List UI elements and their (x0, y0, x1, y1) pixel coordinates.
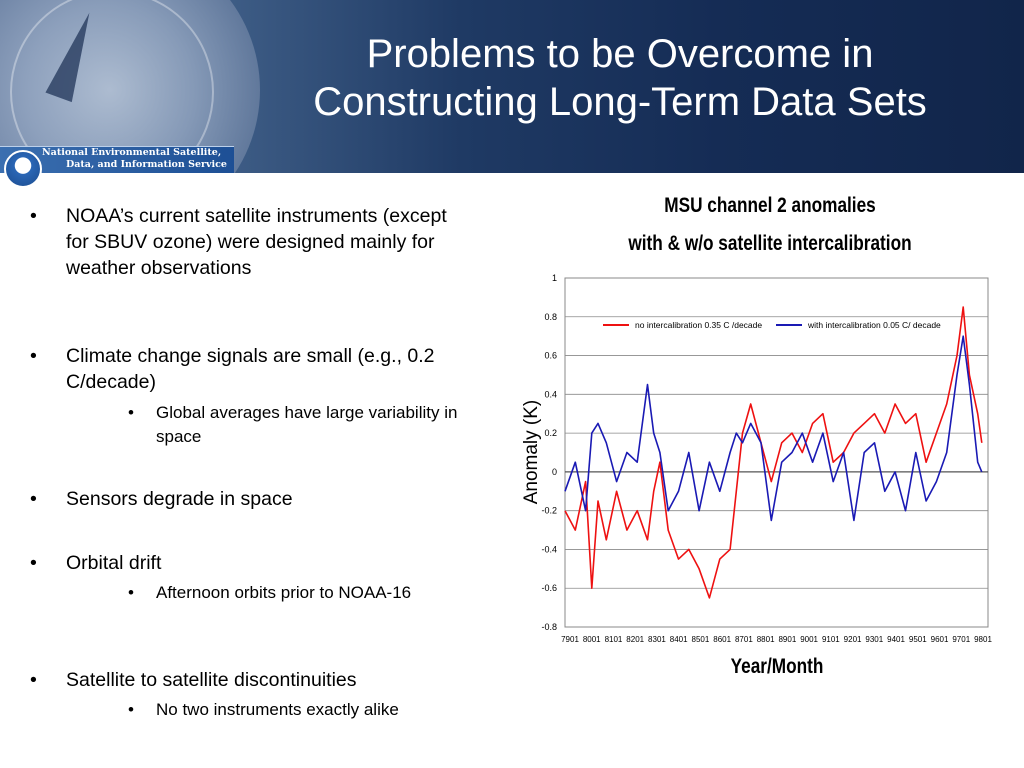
y-tick-label: 0 (552, 467, 557, 477)
bullet-item: • Sensors degrade in space (30, 486, 470, 512)
bullet-marker: • (30, 345, 37, 367)
y-tick-label: -0.6 (541, 583, 557, 593)
x-tick-label: 8101 (605, 635, 623, 644)
nesdis-name-line1: National Environmental Satellite, (42, 147, 222, 158)
bullet-marker: • (30, 205, 37, 227)
bullet-item: • Orbital drift (30, 550, 470, 576)
y-tick-label: 0.8 (544, 312, 557, 322)
y-tick-label: -0.2 (541, 506, 557, 516)
sub-bullet-item: • Afternoon orbits prior to NOAA-16 (128, 581, 478, 605)
y-tick-label: 1 (552, 273, 557, 283)
x-tick-label: 8501 (692, 635, 710, 644)
sub-bullet-item: • Global averages have large variability… (128, 401, 478, 449)
bullet-text: Orbital drift (66, 552, 162, 574)
y-tick-label: 0.6 (544, 351, 557, 361)
x-tick-label: 8601 (713, 635, 731, 644)
legend-label: no intercalibration 0.35 C /decade (635, 320, 762, 330)
bullet-text: Climate change signals are small (e.g., … (66, 345, 435, 393)
y-tick-label: 0.4 (544, 389, 557, 399)
nesdis-name-line2: Data, and Information Service (66, 159, 227, 170)
chart-subtitle: with & w/o satellite intercalibration (628, 232, 912, 255)
sub-bullet-marker: • (128, 700, 134, 719)
y-tick-label: -0.4 (541, 544, 557, 554)
noaa-logo-icon (4, 150, 42, 188)
x-tick-label: 8201 (626, 635, 644, 644)
x-tick-label: 8901 (778, 635, 796, 644)
x-tick-label: 9201 (844, 635, 862, 644)
slide-title: Problems to be Overcome in Constructing … (240, 30, 1000, 126)
sub-bullet-marker: • (128, 583, 134, 602)
x-tick-label: 8801 (757, 635, 775, 644)
sub-bullet-text: No two instruments exactly alike (156, 700, 399, 719)
x-tick-label: 7901 (561, 635, 579, 644)
bullet-text: Satellite to satellite discontinuities (66, 669, 357, 691)
legend-label: with intercalibration 0.05 C/ decade (807, 320, 941, 330)
bullet-text: NOAA’s current satellite instruments (ex… (66, 205, 447, 279)
sub-bullet-text: Global averages have large variability i… (156, 403, 458, 446)
slide-title-line1: Problems to be Overcome in (366, 32, 874, 76)
y-axis-label: Anomaly (K) (521, 400, 542, 505)
x-axis-label: Year/Month (731, 656, 824, 679)
x-tick-label: 8401 (670, 635, 688, 644)
series-line-with-intercalibration (564, 335, 983, 522)
x-tick-label: 9801 (974, 635, 992, 644)
bullet-item: • NOAA’s current satellite instruments (… (30, 203, 470, 281)
slide-title-line2: Constructing Long-Term Data Sets (313, 80, 927, 124)
x-tick-label: 9001 (800, 635, 818, 644)
bullet-text: Sensors degrade in space (66, 488, 293, 510)
bullet-marker: • (30, 488, 37, 510)
bullet-marker: • (30, 552, 37, 574)
x-tick-label: 9101 (822, 635, 840, 644)
slide-header: Problems to be Overcome in Constructing … (0, 0, 1024, 173)
bullet-item: • Climate change signals are small (e.g.… (30, 343, 470, 395)
x-tick-label: 9701 (952, 635, 970, 644)
x-tick-label: 8301 (648, 635, 666, 644)
y-tick-label: -0.8 (541, 622, 557, 632)
sub-bullet-item: • No two instruments exactly alike (128, 698, 478, 722)
nesdis-name: National Environmental Satellite, Data, … (42, 147, 234, 171)
chart-title: MSU channel 2 anomalies (664, 194, 876, 217)
sub-bullet-marker: • (128, 403, 134, 422)
series-line-no-intercalibration (564, 306, 983, 599)
x-tick-label: 8001 (583, 635, 601, 644)
x-tick-label: 8701 (735, 635, 753, 644)
y-tick-label: 0.2 (544, 428, 557, 438)
compass-ring (10, 0, 214, 173)
bullet-item: • Satellite to satellite discontinuities (30, 667, 470, 693)
x-tick-label: 9301 (865, 635, 883, 644)
x-tick-label: 9501 (909, 635, 927, 644)
sub-bullet-text: Afternoon orbits prior to NOAA-16 (156, 583, 412, 602)
x-tick-label: 9401 (887, 635, 905, 644)
bullet-marker: • (30, 669, 37, 691)
plot-area (564, 277, 989, 628)
x-tick-label: 9601 (931, 635, 949, 644)
